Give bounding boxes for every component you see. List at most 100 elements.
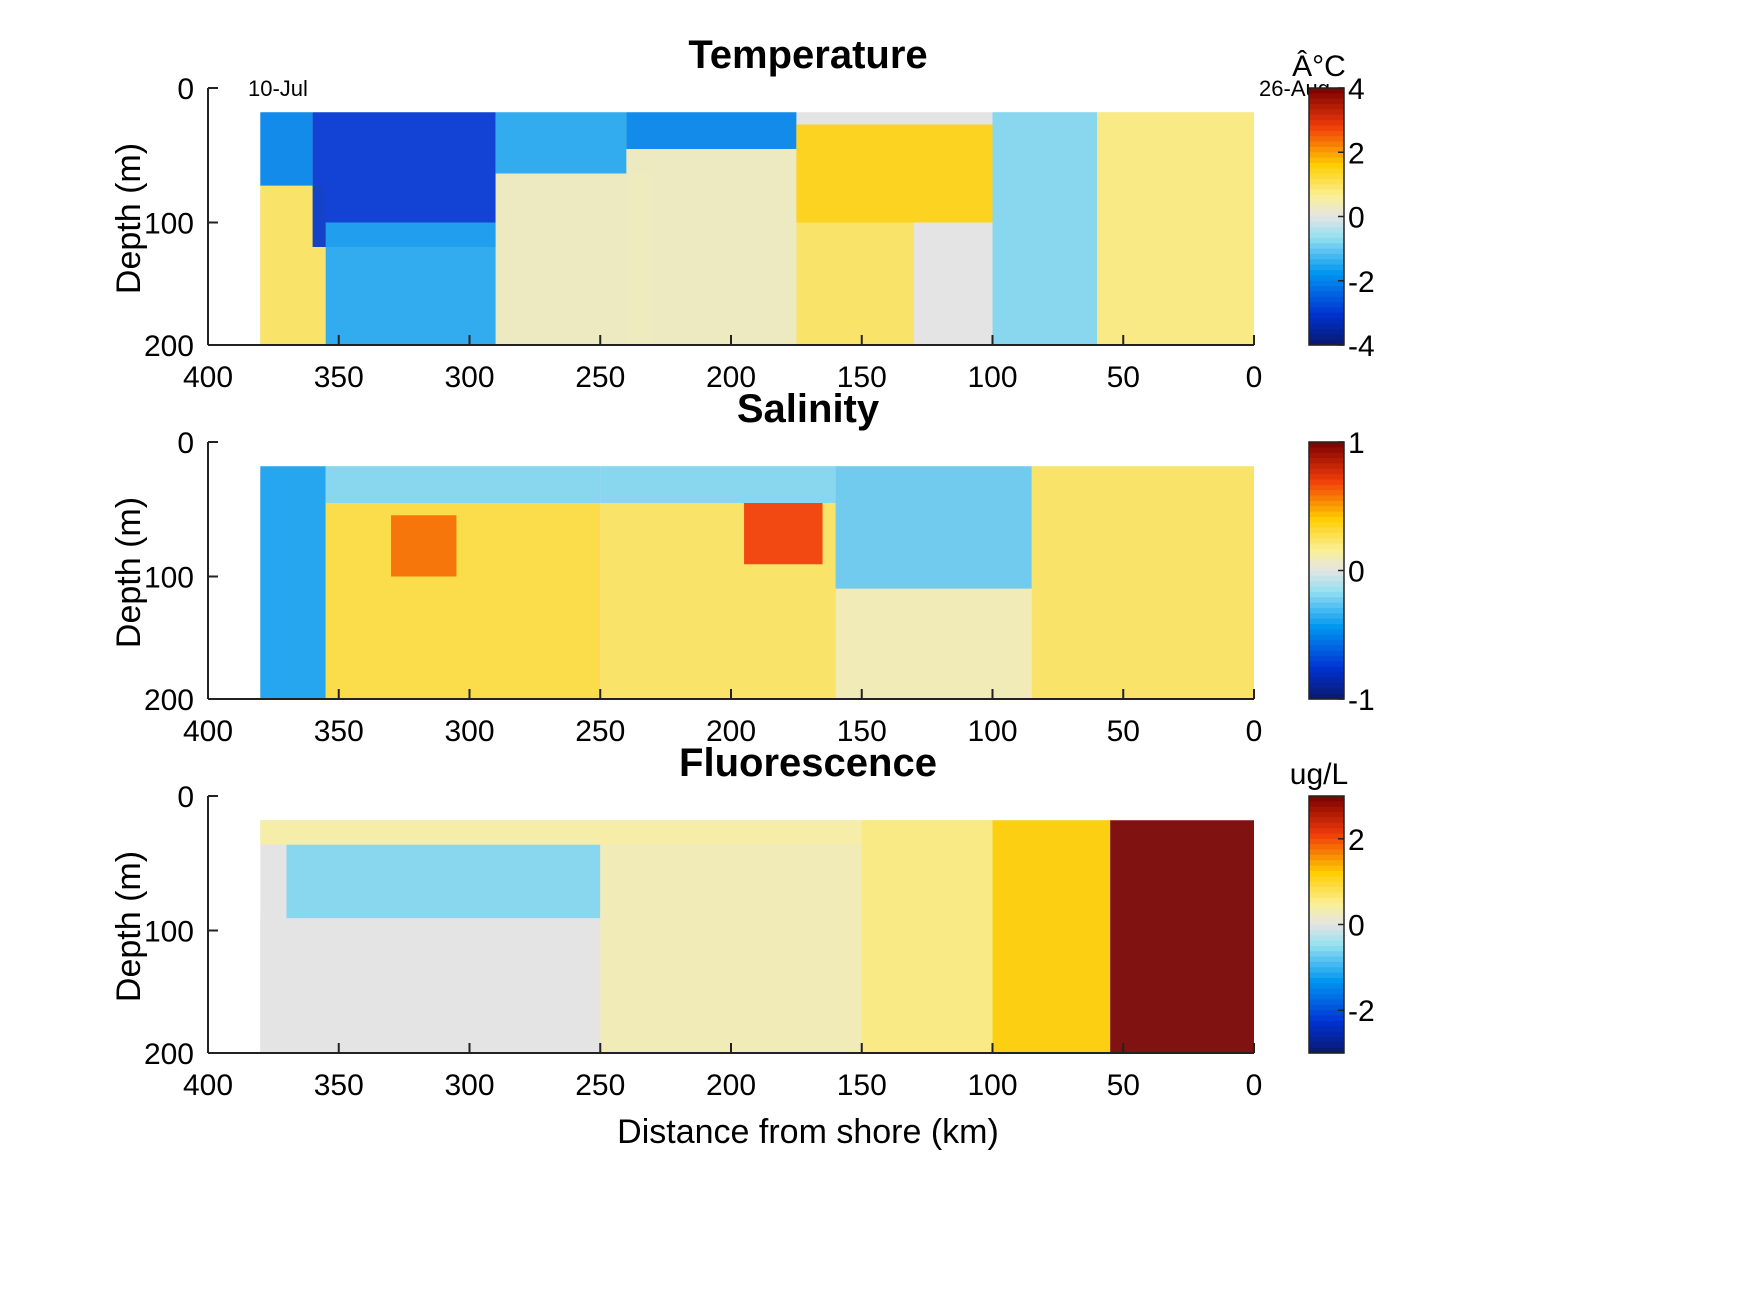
- colorbar-step: [1309, 264, 1344, 271]
- colorbar-step: [1309, 227, 1344, 234]
- colorbar-step: [1309, 682, 1344, 689]
- y-tick-label: 0: [177, 427, 194, 460]
- heatmap-cell-1: [286, 844, 601, 919]
- colorbar-step: [1309, 549, 1344, 556]
- panel-1: Temperature 400 350 300 250 200 150 100 50 0 0 100 2…: [110, 33, 1375, 394]
- colorbar-step: [1309, 693, 1344, 700]
- colorbar-step: [1309, 522, 1344, 529]
- colorbar-step: [1309, 961, 1344, 968]
- colorbar-step: [1309, 897, 1344, 904]
- colorbar-tick-label: -2: [1348, 995, 1375, 1028]
- colorbar-step: [1309, 935, 1344, 942]
- colorbar-step: [1309, 945, 1344, 952]
- chart-title: Salinity: [737, 387, 880, 431]
- colorbar-step: [1309, 286, 1344, 293]
- heatmap-cell-4: [861, 820, 993, 1053]
- colorbar-step: [1309, 988, 1344, 995]
- colorbar-step: [1309, 500, 1344, 507]
- colorbar-step: [1309, 104, 1344, 111]
- colorbar-step: [1309, 554, 1344, 561]
- colorbar-unit-label: ug/L: [1290, 758, 1348, 791]
- colorbar-step: [1309, 200, 1344, 207]
- x-tick-label: 250: [575, 361, 625, 394]
- x-tick-label: 200: [706, 715, 756, 748]
- x-tick-label: 250: [575, 1069, 625, 1102]
- x-tick-label: 400: [183, 361, 233, 394]
- colorbar-step: [1309, 527, 1344, 534]
- colorbar-step: [1309, 881, 1344, 888]
- heatmap-cell-6: [744, 503, 823, 565]
- colorbar-step: [1309, 195, 1344, 202]
- colorbar-step: [1309, 924, 1344, 931]
- y-tick-label: 0: [177, 781, 194, 814]
- colorbar-step: [1309, 157, 1344, 164]
- colorbar-step: [1309, 1047, 1344, 1054]
- colorbar-tick-label: -2: [1348, 266, 1375, 299]
- colorbar-step: [1309, 581, 1344, 588]
- colorbar-step: [1309, 484, 1344, 491]
- colorbar-step: [1309, 447, 1344, 454]
- heatmap-cell-0: [260, 820, 862, 845]
- colorbar-step: [1309, 575, 1344, 582]
- colorbar-step: [1309, 253, 1344, 260]
- y-tick-label: 200: [144, 684, 194, 717]
- colorbar-step: [1309, 967, 1344, 974]
- colorbar-step: [1309, 865, 1344, 872]
- colorbar-step: [1309, 796, 1344, 802]
- heatmap-cell-4: [495, 112, 627, 174]
- heatmap-cell-3: [325, 222, 496, 345]
- colorbar-step: [1309, 812, 1344, 819]
- colorbar-step: [1309, 152, 1344, 159]
- heatmap-cell-6: [626, 112, 797, 149]
- colorbar-step: [1309, 591, 1344, 598]
- colorbar-step: [1309, 602, 1344, 609]
- heatmap-cell-0: [260, 112, 313, 186]
- colorbar-step: [1309, 640, 1344, 647]
- heatmap-cell-0: [260, 466, 326, 699]
- colorbar-step: [1309, 280, 1344, 287]
- heatmap-cell-2: [325, 503, 601, 699]
- colorbar-step: [1309, 661, 1344, 668]
- colorbar-tick-label: -4: [1348, 330, 1375, 363]
- colorbar-tick-label: 0: [1348, 556, 1365, 589]
- colorbar-step: [1309, 237, 1344, 244]
- colorbar-step: [1309, 870, 1344, 877]
- heatmap-cell-8: [835, 588, 1032, 699]
- colorbar-step: [1309, 994, 1344, 1001]
- colorbar-step: [1309, 956, 1344, 963]
- colorbar-step: [1309, 88, 1344, 94]
- colorbar-step: [1309, 978, 1344, 984]
- chart-title: Fluorescence: [679, 741, 937, 785]
- x-tick-label: 300: [444, 715, 494, 748]
- x-tick-label: 350: [314, 1069, 364, 1102]
- heatmap-cell-5: [495, 173, 653, 345]
- colorbar-step: [1309, 999, 1344, 1006]
- colorbar-step: [1309, 243, 1344, 250]
- colorbar: 1 0 -1: [1308, 427, 1375, 717]
- x-tick-label: 100: [967, 715, 1017, 748]
- colorbar-step: [1309, 1036, 1344, 1043]
- annotation-start-date: 10-Jul: [248, 76, 308, 101]
- colorbar-step: [1309, 806, 1344, 813]
- colorbar: 4 2 0 -2 -4 Â°C: [1292, 50, 1375, 363]
- colorbar-step: [1309, 801, 1344, 808]
- colorbar-step: [1309, 543, 1344, 550]
- colorbar-step: [1309, 607, 1344, 614]
- colorbar-step: [1309, 323, 1344, 330]
- x-tick-label: 150: [837, 361, 887, 394]
- colorbar-step: [1309, 844, 1344, 851]
- colorbar-step: [1309, 854, 1344, 861]
- colorbar-step: [1309, 506, 1344, 513]
- colorbar-step: [1309, 983, 1344, 990]
- heatmap-cell-3: [600, 844, 862, 1053]
- colorbar-step: [1309, 120, 1344, 127]
- colorbar-step: [1309, 318, 1344, 325]
- colorbar-step: [1309, 929, 1344, 936]
- colorbar-step: [1309, 259, 1344, 266]
- colorbar-step: [1309, 586, 1344, 593]
- colorbar-step: [1309, 913, 1344, 920]
- colorbar-step: [1309, 211, 1344, 218]
- colorbar-step: [1309, 629, 1344, 636]
- colorbar-step: [1309, 613, 1344, 620]
- colorbar-step: [1309, 270, 1344, 276]
